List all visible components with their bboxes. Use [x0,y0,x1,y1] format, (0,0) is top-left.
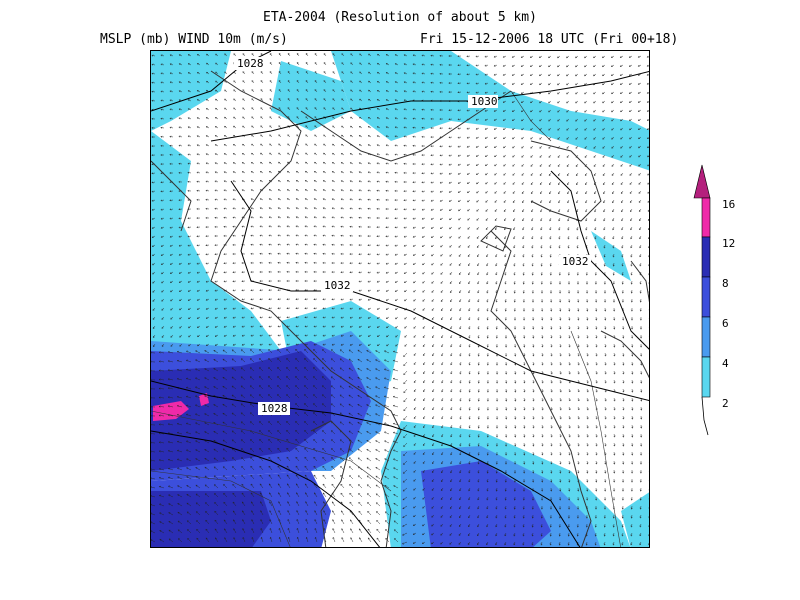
isobar-label-1030: 1030 [471,95,498,108]
colorbar-arrow-top [693,164,711,199]
chart-title: ETA-2004 (Resolution of about 5 km) [263,10,537,25]
wind-arrow-field [151,53,649,546]
colorbar-band-8-12 [701,236,711,278]
colorbar-tick-2: 2 [722,397,729,410]
colorbar-tick-16: 16 [722,198,735,211]
colorbar-tick-12: 12 [722,237,735,250]
valid-time-label: Fri 15-12-2006 18 UTC (Fri 00+18) [420,32,679,47]
isobars [151,51,649,547]
wind-vectors [151,53,649,546]
isobar-label-1028-south: 1028 [261,402,288,415]
field-label: MSLP (mb) WIND 10m (m/s) [100,32,288,47]
wind-speed-shading [151,51,649,547]
colorbar-band-12-16 [701,197,711,238]
colorbar-tick-6: 6 [722,317,729,330]
colorbar-tick-8: 8 [722,277,729,290]
colorbar-band-6-8 [701,276,711,318]
isobar-label-1032-center: 1032 [324,279,351,292]
isobar-label-1028-north: 1028 [237,57,264,70]
forecast-map: 1028 1030 1032 1032 1028 [150,50,650,548]
colorbar-band-4-6 [701,316,711,358]
colorbar-tick-4: 4 [722,357,729,370]
colorbar-band-2-4 [701,356,711,398]
isobar-label-1032-east: 1032 [562,255,589,268]
isobar-labels: 1028 1030 1032 1032 1028 [234,57,591,415]
wind-speed-colorbar: 16 12 8 6 4 2 [690,160,770,440]
borders [151,90,621,547]
